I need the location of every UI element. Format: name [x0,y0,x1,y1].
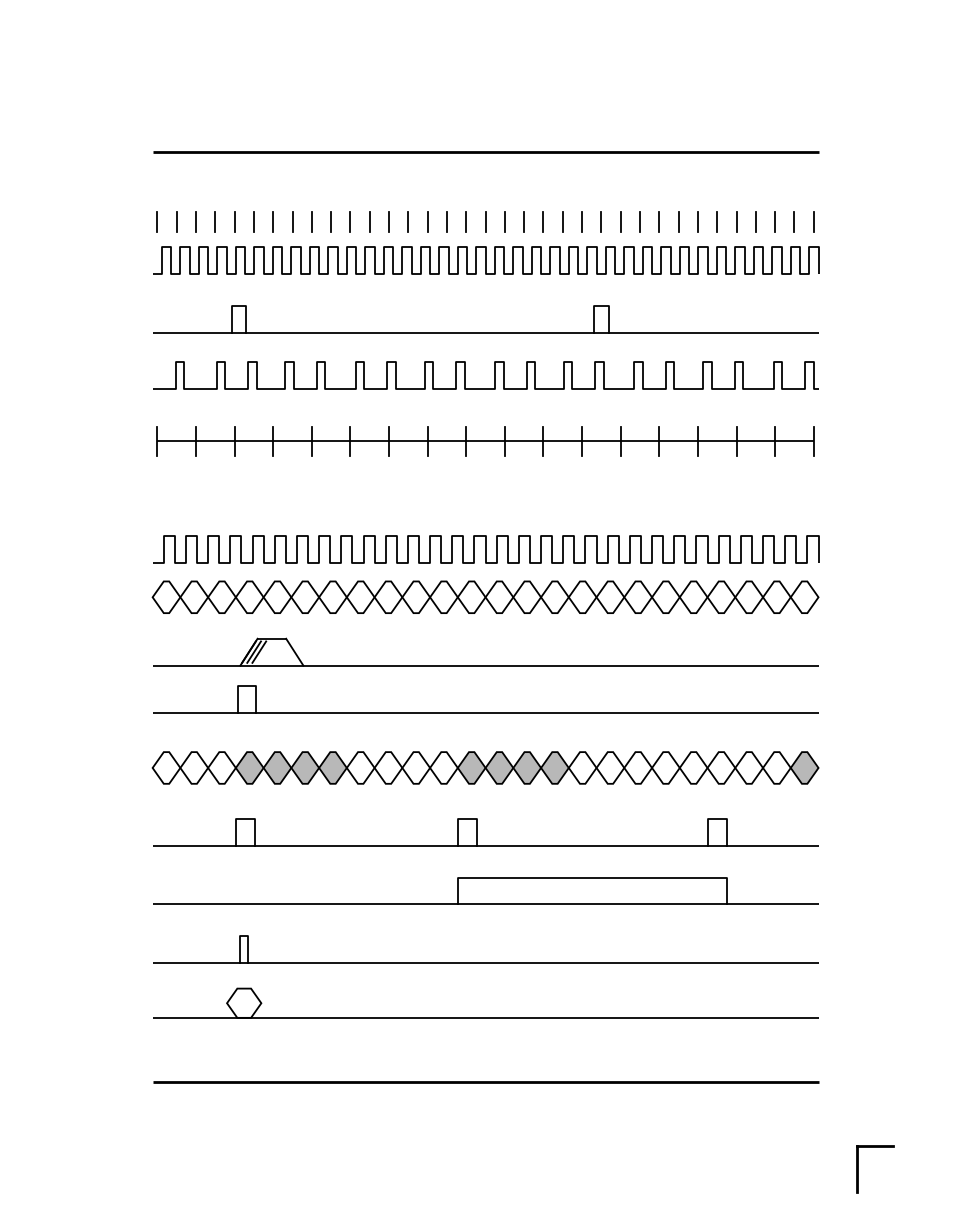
Polygon shape [762,581,790,613]
Polygon shape [402,752,430,784]
Polygon shape [263,752,291,784]
Polygon shape [679,752,707,784]
Polygon shape [430,752,457,784]
Polygon shape [291,752,318,784]
Polygon shape [263,581,291,613]
Polygon shape [513,581,540,613]
Polygon shape [291,581,318,613]
Polygon shape [235,752,263,784]
Polygon shape [375,752,402,784]
Polygon shape [318,581,347,613]
Polygon shape [652,581,679,613]
Polygon shape [402,581,430,613]
Polygon shape [208,752,235,784]
Polygon shape [790,752,818,784]
Polygon shape [347,581,375,613]
Polygon shape [790,581,818,613]
Polygon shape [457,581,485,613]
Polygon shape [679,581,707,613]
Polygon shape [347,752,375,784]
Polygon shape [152,581,180,613]
Polygon shape [485,752,513,784]
Polygon shape [596,581,623,613]
Polygon shape [707,752,735,784]
Polygon shape [568,581,596,613]
Polygon shape [430,581,457,613]
Polygon shape [235,581,263,613]
Polygon shape [513,752,540,784]
Polygon shape [485,581,513,613]
Polygon shape [540,581,568,613]
Polygon shape [596,752,623,784]
Polygon shape [180,581,208,613]
Polygon shape [735,752,762,784]
Polygon shape [375,581,402,613]
Polygon shape [652,752,679,784]
Polygon shape [540,752,568,784]
Polygon shape [208,581,235,613]
Polygon shape [735,581,762,613]
Polygon shape [568,752,596,784]
Polygon shape [707,581,735,613]
Polygon shape [152,752,180,784]
Polygon shape [318,752,347,784]
Polygon shape [227,989,261,1018]
Polygon shape [623,581,652,613]
Polygon shape [180,752,208,784]
Polygon shape [623,752,652,784]
Polygon shape [457,752,485,784]
Polygon shape [762,752,790,784]
